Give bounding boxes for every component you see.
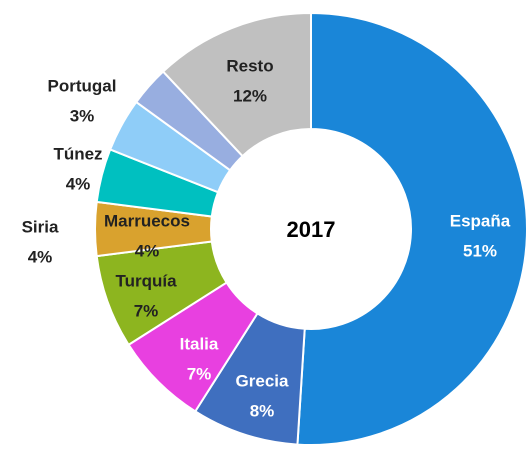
slice-value-label: 12% — [233, 86, 267, 105]
slice-label: Siria — [22, 217, 59, 236]
slice-label: Italia — [180, 334, 219, 353]
slice-label: Portugal — [48, 76, 117, 95]
chart-title: 2017 — [287, 217, 336, 242]
slice-label: España — [450, 211, 511, 230]
slice-label: Marruecos — [104, 211, 190, 230]
slice-value-label: 4% — [135, 241, 160, 260]
slice-label: Túnez — [53, 144, 102, 163]
slice-value-label: 8% — [250, 401, 275, 420]
slice-value-label: 7% — [134, 301, 159, 320]
slice-value-label: 3% — [70, 106, 95, 125]
slice-value-label: 51% — [463, 241, 497, 260]
slice-label: Resto — [226, 56, 273, 75]
donut-slice — [296, 11, 528, 446]
donut-slice — [161, 11, 312, 158]
slice-value-label: 4% — [28, 247, 53, 266]
slice-value-label: 7% — [187, 364, 212, 383]
slice-label: Grecia — [236, 371, 289, 390]
slice-value-label: 4% — [66, 174, 91, 193]
slice-label: Turquía — [115, 271, 177, 290]
